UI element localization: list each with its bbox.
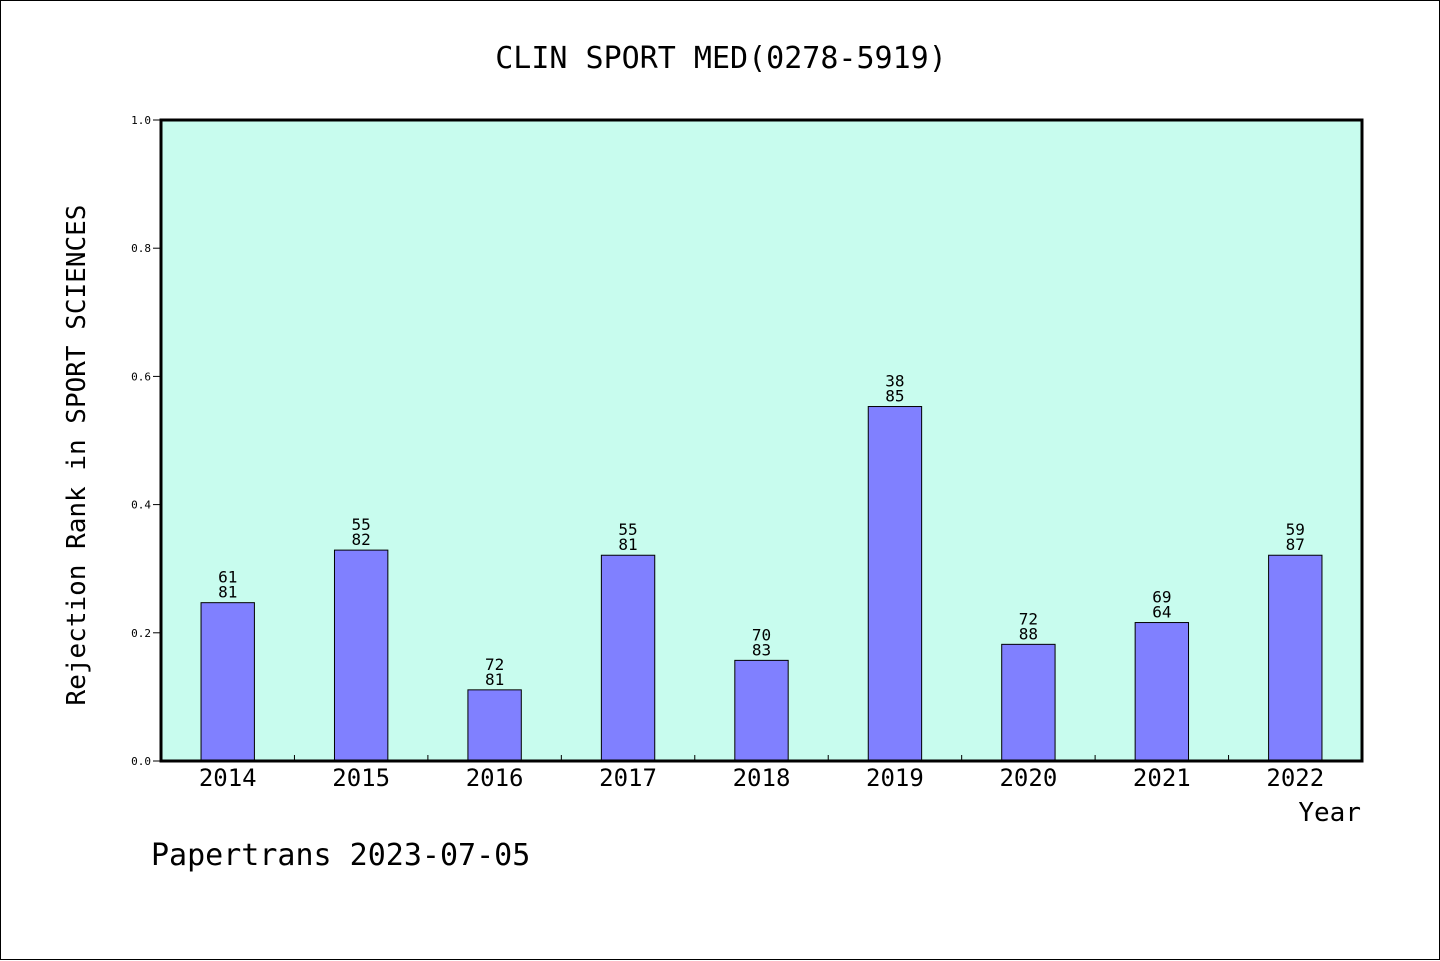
y-tick-label: 0.8 [131, 242, 151, 255]
bar-label-bottom: 81 [218, 583, 237, 602]
bar [1134, 622, 1190, 762]
y-tick-label: 0.2 [131, 627, 151, 640]
x-tick-label: 2016 [466, 764, 524, 792]
bar-label-top: 38 [885, 372, 904, 391]
bar-label-bottom: 81 [618, 535, 637, 554]
y-tick-label: 0.4 [131, 499, 151, 512]
footer-text: Papertrans 2023-07-05 [151, 838, 530, 873]
bar-label-top: 69 [1152, 588, 1171, 607]
x-tick-label: 2019 [866, 764, 924, 792]
chart-title: CLIN SPORT MED(0278-5919) [495, 41, 947, 76]
bar-label-top: 70 [752, 625, 771, 644]
bar-label-top: 55 [618, 520, 637, 539]
x-tick-label: 2014 [199, 764, 257, 792]
x-tick-label: 2017 [599, 764, 657, 792]
x-tick-label: 2015 [332, 764, 390, 792]
bar [333, 549, 389, 762]
bar-label-bottom: 85 [885, 387, 904, 406]
bar-label-top: 72 [1019, 609, 1038, 628]
x-tick-label: 2021 [1133, 764, 1191, 792]
y-axis-label: Rejection Rank in SPORT SCIENCES [62, 205, 92, 706]
bar [1268, 554, 1323, 762]
y-tick-label: 1.0 [131, 114, 151, 127]
y-tick-label: 0.0 [131, 755, 151, 768]
bar [867, 406, 923, 762]
x-axis-label: Year [1298, 798, 1361, 828]
bar-label-bottom: 81 [485, 670, 504, 689]
bar-label-bottom: 87 [1286, 535, 1305, 554]
x-axis: 2014 2015 2016 2017 2018 2019 2020 2021 2022 [199, 755, 1324, 792]
x-tick-label: 2020 [999, 764, 1057, 792]
bar [734, 659, 789, 762]
bar-label-bottom: 83 [752, 640, 771, 659]
bar-label-bottom: 88 [1019, 624, 1038, 643]
x-tick-label: 2022 [1266, 764, 1324, 792]
bar [1001, 643, 1056, 762]
bar [200, 602, 255, 762]
x-tick-label: 2018 [733, 764, 791, 792]
bar-label-top: 59 [1286, 520, 1305, 539]
bars [200, 406, 1323, 762]
bar-label-bottom: 64 [1152, 603, 1171, 622]
y-axis: 0.0 0.2 0.4 0.6 0.8 1.0 [131, 114, 161, 768]
bar [467, 689, 522, 762]
bar-label-bottom: 82 [352, 530, 371, 549]
y-tick-label: 0.6 [131, 370, 151, 383]
bar-label-top: 55 [352, 515, 371, 534]
bar-label-top: 72 [485, 655, 504, 674]
bar-label-top: 61 [218, 568, 237, 587]
bar [600, 554, 656, 762]
plot-border [159, 118, 1364, 763]
